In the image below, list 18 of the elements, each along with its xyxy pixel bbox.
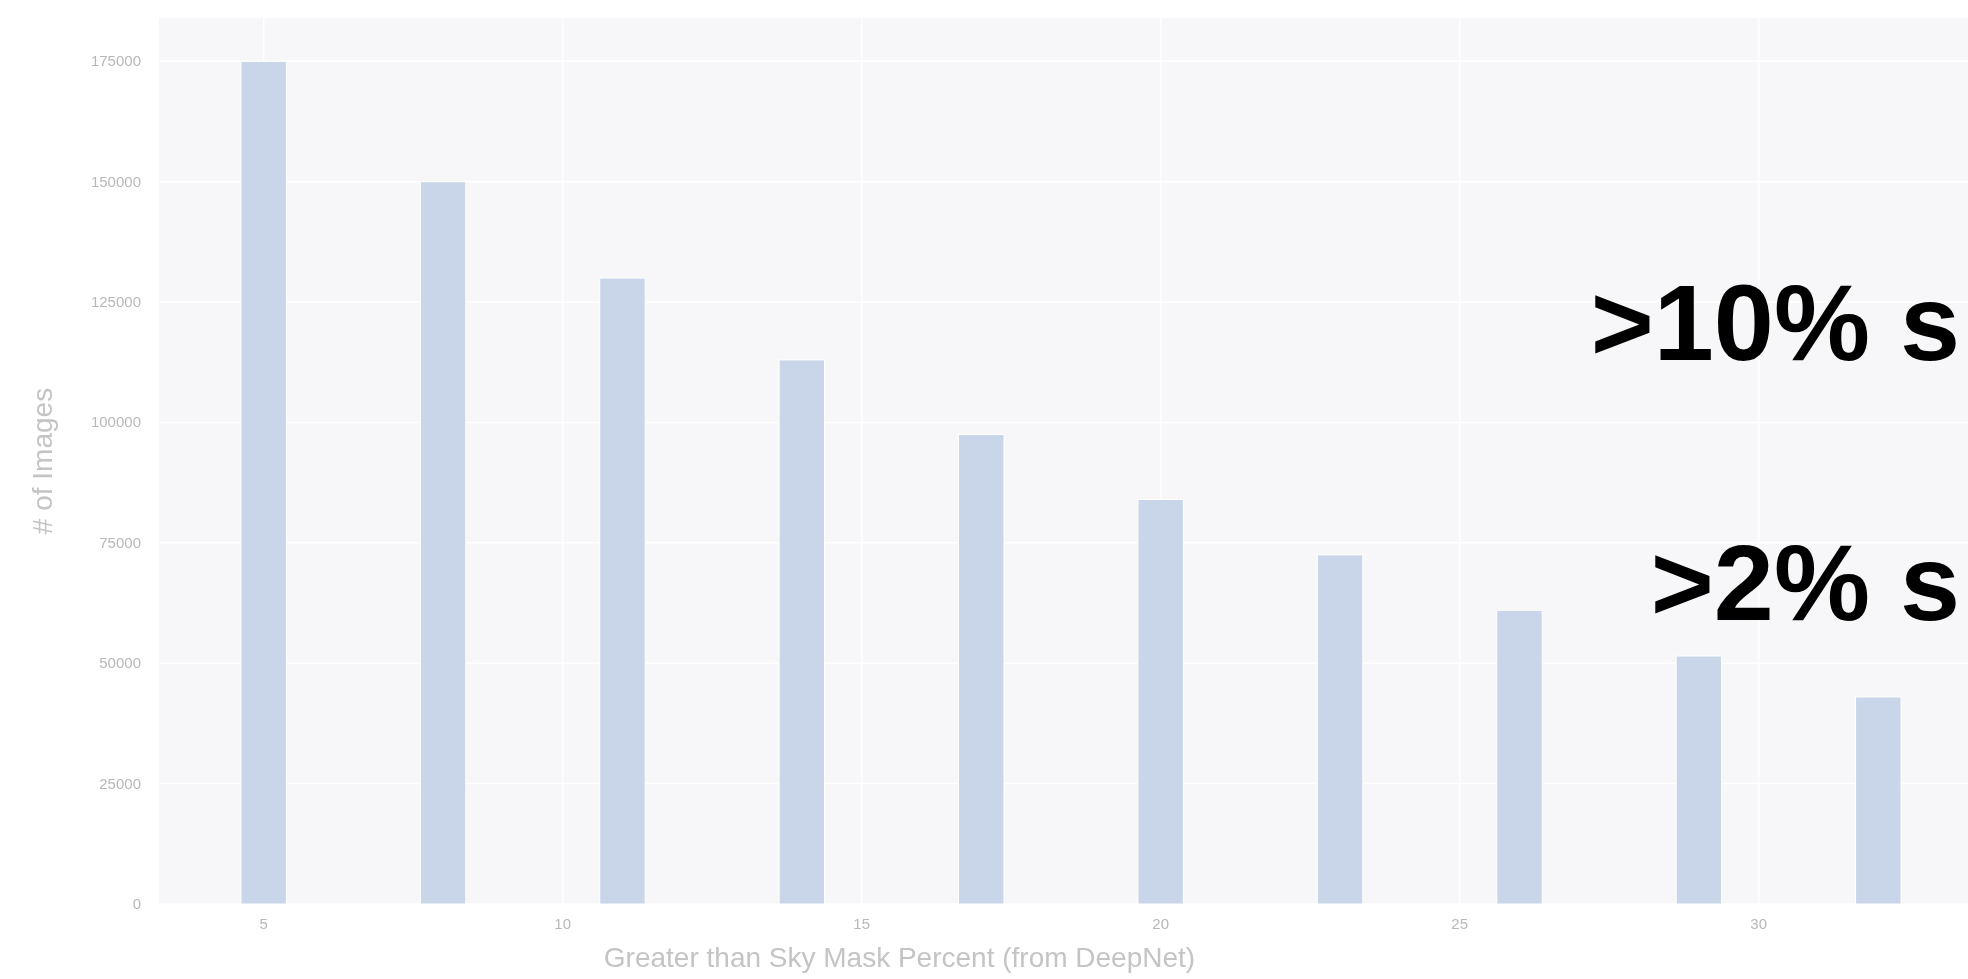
annotation: >10% s xyxy=(1590,262,1960,383)
y-tick-label: 150000 xyxy=(90,172,141,190)
y-tick-label: 175000 xyxy=(90,52,141,70)
annotation: >2% s xyxy=(1650,522,1960,643)
y-tick-label: 50000 xyxy=(99,654,141,672)
x-tick-label: 20 xyxy=(1152,915,1170,932)
y-tick-label: 25000 xyxy=(99,774,141,792)
y-tick-label: 0 xyxy=(132,895,141,912)
x-tick-label: 30 xyxy=(1750,915,1768,932)
x-tick-label: 15 xyxy=(853,915,871,932)
x-tick-label: 5 xyxy=(259,915,268,932)
y-tick-label: 125000 xyxy=(90,293,141,311)
y-tick-label: 100000 xyxy=(90,413,141,431)
x-tick-label: 25 xyxy=(1451,915,1469,932)
y-tick-label: 75000 xyxy=(99,533,141,551)
x-tick-label: 10 xyxy=(554,915,571,932)
x-axis-title: Greater than Sky Mask Percent (from DeepNet) xyxy=(603,942,1196,973)
y-axis-title: # of Images xyxy=(27,387,58,535)
